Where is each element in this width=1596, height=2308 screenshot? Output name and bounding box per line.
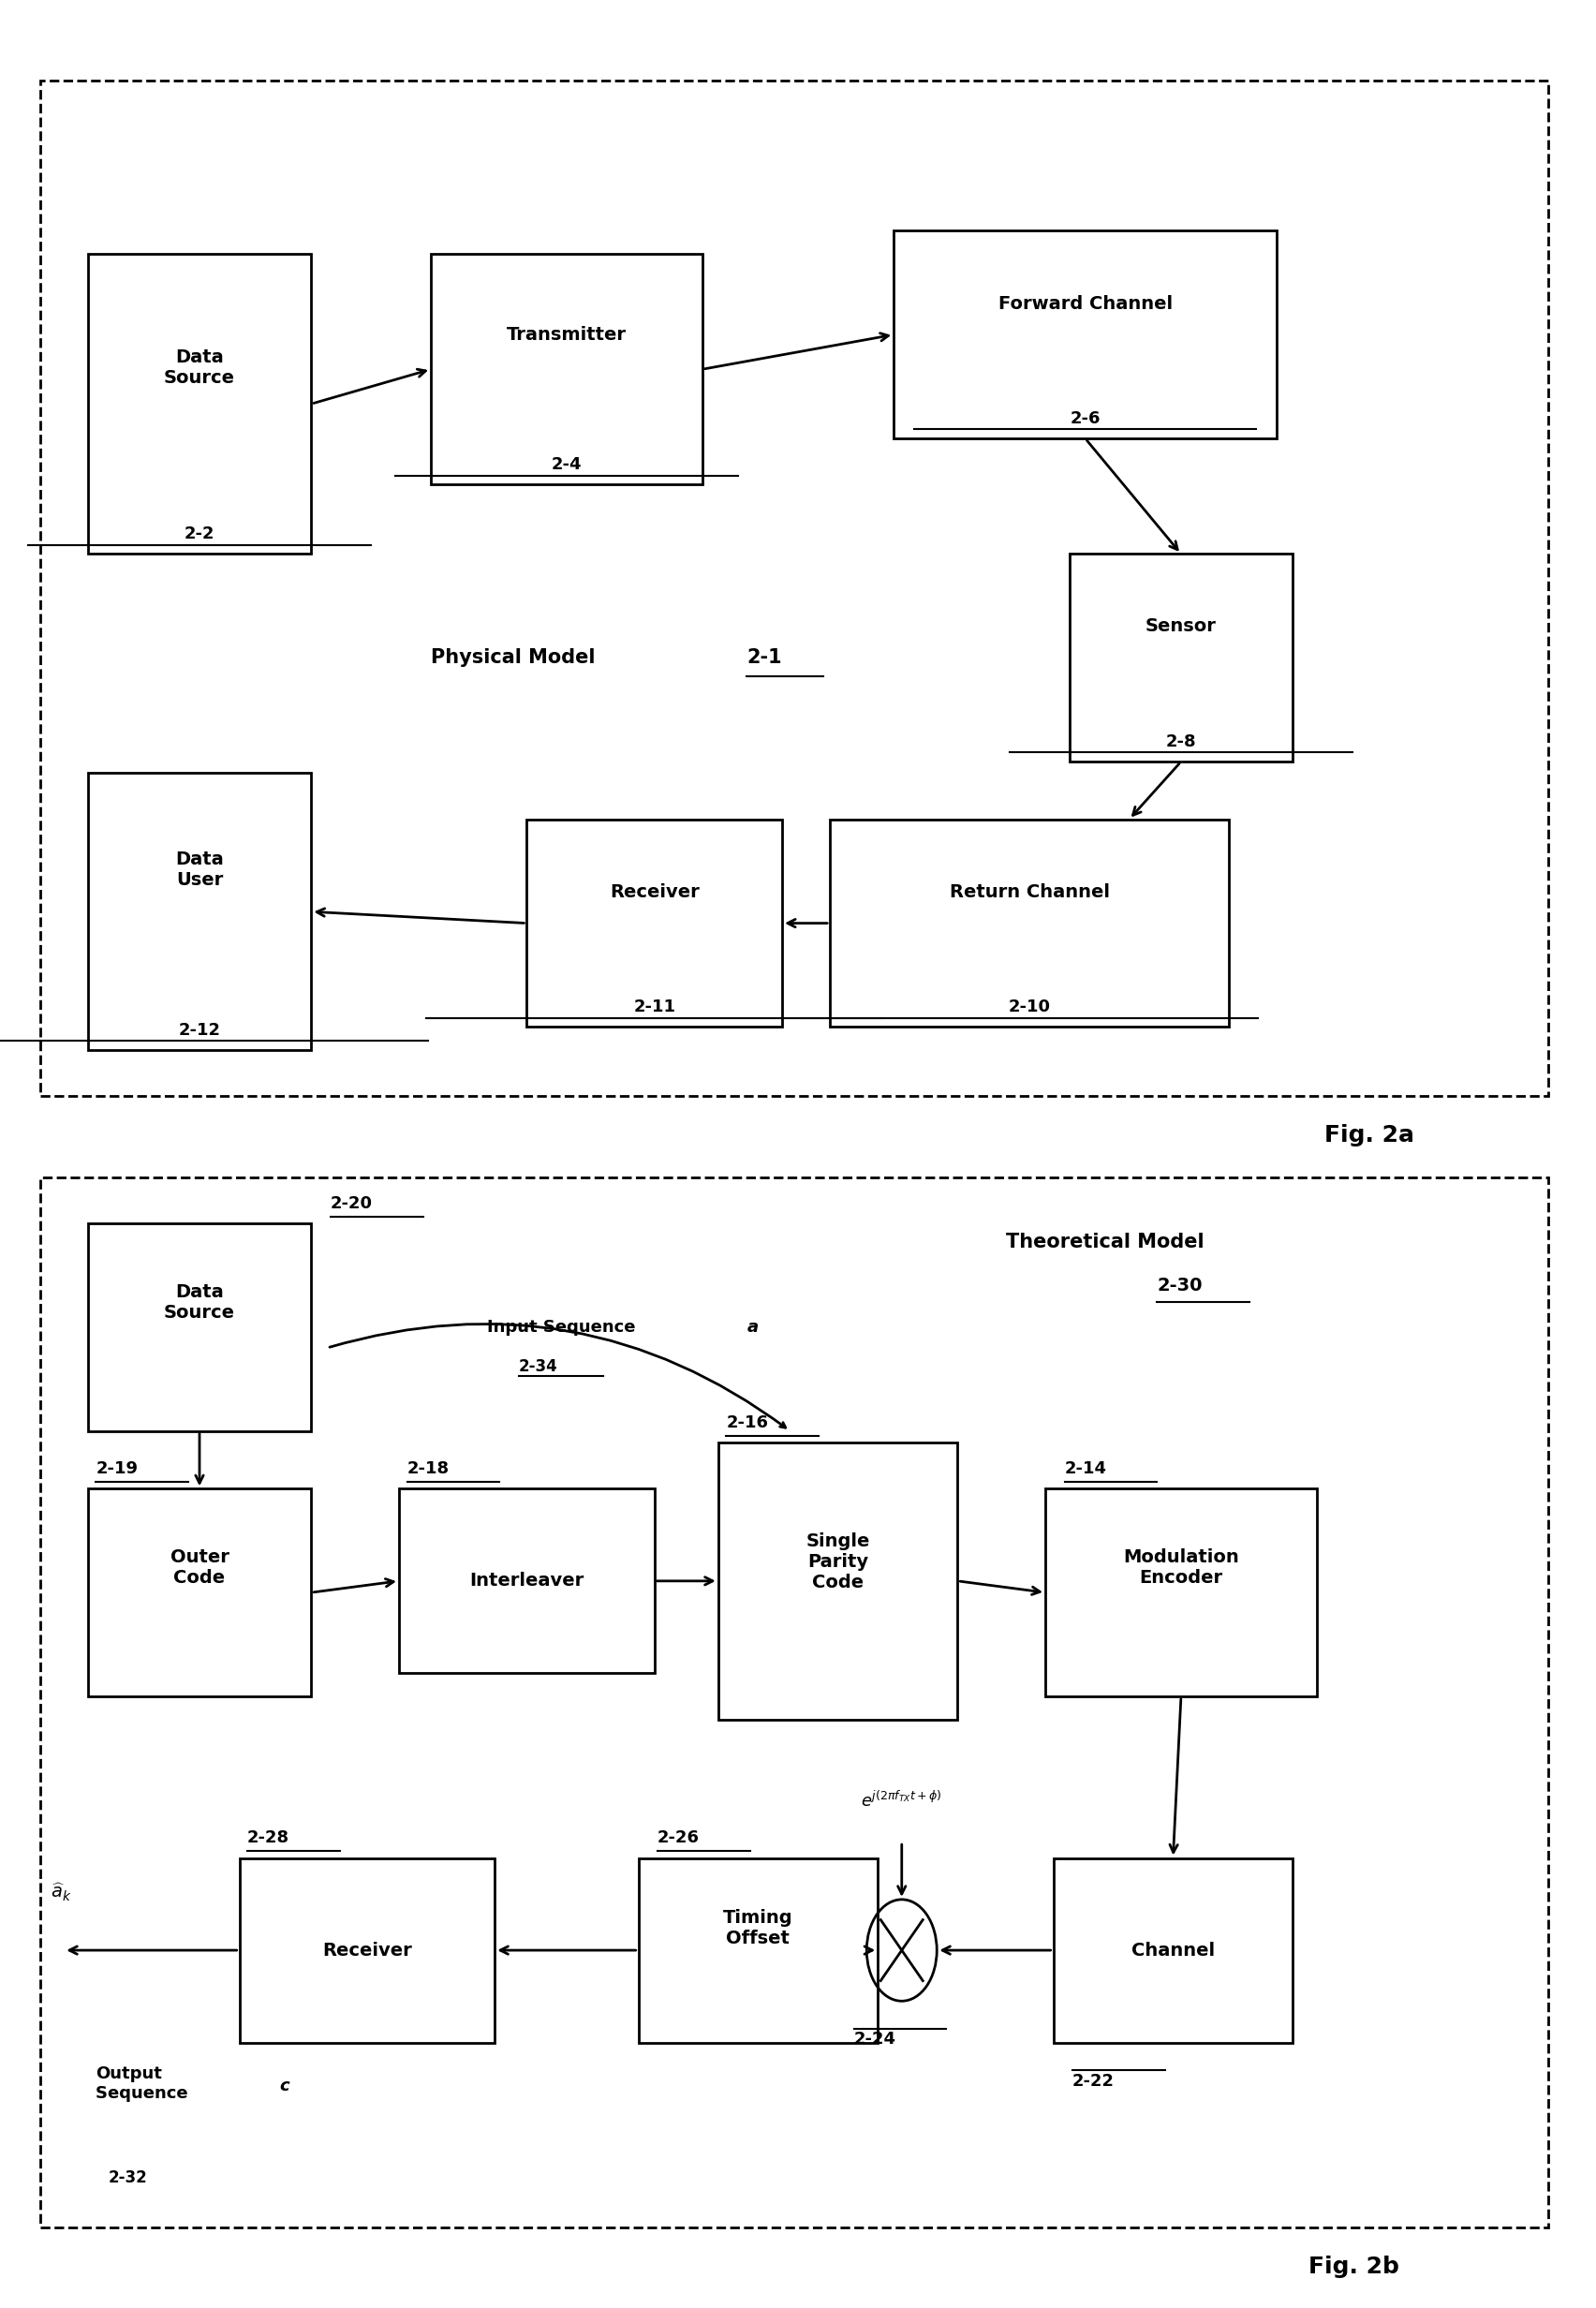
Text: 2-10: 2-10: [1009, 999, 1050, 1016]
Text: Receiver: Receiver: [610, 884, 699, 900]
Bar: [830, 819, 1229, 1027]
Bar: [88, 1489, 311, 1696]
Text: 2-18: 2-18: [407, 1461, 448, 1477]
Text: Theoretical Model: Theoretical Model: [1005, 1232, 1203, 1251]
Text: Timing
Offset: Timing Offset: [723, 1909, 793, 1948]
Text: 2-12: 2-12: [179, 1022, 220, 1039]
Bar: [40, 81, 1548, 1096]
Bar: [88, 254, 311, 554]
Bar: [40, 1177, 1548, 2227]
Text: Transmitter: Transmitter: [506, 325, 627, 344]
Text: $\widehat{a}_k$: $\widehat{a}_k$: [49, 1881, 72, 1904]
Text: 2-11: 2-11: [634, 999, 675, 1016]
Bar: [1045, 1489, 1317, 1696]
Bar: [399, 1489, 654, 1673]
Text: Forward Channel: Forward Channel: [998, 295, 1173, 312]
Text: Output
Sequence: Output Sequence: [96, 2066, 195, 2103]
Text: Interleaver: Interleaver: [469, 1572, 584, 1590]
Text: c: c: [279, 2077, 289, 2093]
Text: 2-22: 2-22: [1073, 2073, 1114, 2089]
Text: Fig. 2a: Fig. 2a: [1325, 1124, 1414, 1147]
Text: 2-26: 2-26: [658, 1830, 699, 1846]
Bar: [527, 819, 782, 1027]
Text: 2-32: 2-32: [109, 2170, 148, 2186]
Text: Modulation
Encoder: Modulation Encoder: [1124, 1549, 1238, 1588]
Text: Data
Source: Data Source: [164, 1283, 235, 1322]
Text: 2-8: 2-8: [1165, 734, 1197, 750]
Bar: [1069, 554, 1293, 762]
Text: $e^{j(2\pi f_{TX}t+\phi)}$: $e^{j(2\pi f_{TX}t+\phi)}$: [862, 1791, 942, 1809]
Text: 2-19: 2-19: [96, 1461, 137, 1477]
Text: 2-2: 2-2: [184, 526, 215, 542]
Bar: [718, 1442, 958, 1719]
Text: 2-24: 2-24: [854, 2031, 895, 2047]
Bar: [431, 254, 702, 485]
Text: 2-16: 2-16: [726, 1415, 768, 1431]
Text: 2-34: 2-34: [519, 1357, 559, 1376]
Text: Data
Source: Data Source: [164, 349, 235, 388]
Text: Channel: Channel: [1132, 1941, 1215, 1959]
Bar: [88, 773, 311, 1050]
Text: Input Sequence: Input Sequence: [487, 1318, 642, 1336]
Text: Outer
Code: Outer Code: [171, 1549, 228, 1588]
Bar: [239, 1858, 495, 2043]
Bar: [638, 1858, 878, 2043]
Text: Sensor: Sensor: [1146, 619, 1216, 635]
Text: 2-1: 2-1: [747, 649, 782, 667]
Text: 2-4: 2-4: [551, 457, 583, 473]
Bar: [88, 1223, 311, 1431]
Text: 2-28: 2-28: [247, 1830, 289, 1846]
Text: 2-6: 2-6: [1069, 411, 1101, 427]
Bar: [1053, 1858, 1293, 2043]
Text: Data
User: Data User: [176, 852, 223, 889]
Text: Physical Model: Physical Model: [431, 649, 602, 667]
Text: Fig. 2b: Fig. 2b: [1309, 2255, 1400, 2278]
Text: 2-14: 2-14: [1065, 1461, 1106, 1477]
Text: 2-30: 2-30: [1157, 1276, 1202, 1295]
Text: Receiver: Receiver: [322, 1941, 412, 1959]
Text: Single
Parity
Code: Single Parity Code: [806, 1533, 870, 1590]
Text: 2-20: 2-20: [330, 1196, 372, 1212]
Text: Return Channel: Return Channel: [950, 884, 1109, 900]
Bar: [894, 231, 1277, 439]
Text: a: a: [747, 1318, 758, 1336]
